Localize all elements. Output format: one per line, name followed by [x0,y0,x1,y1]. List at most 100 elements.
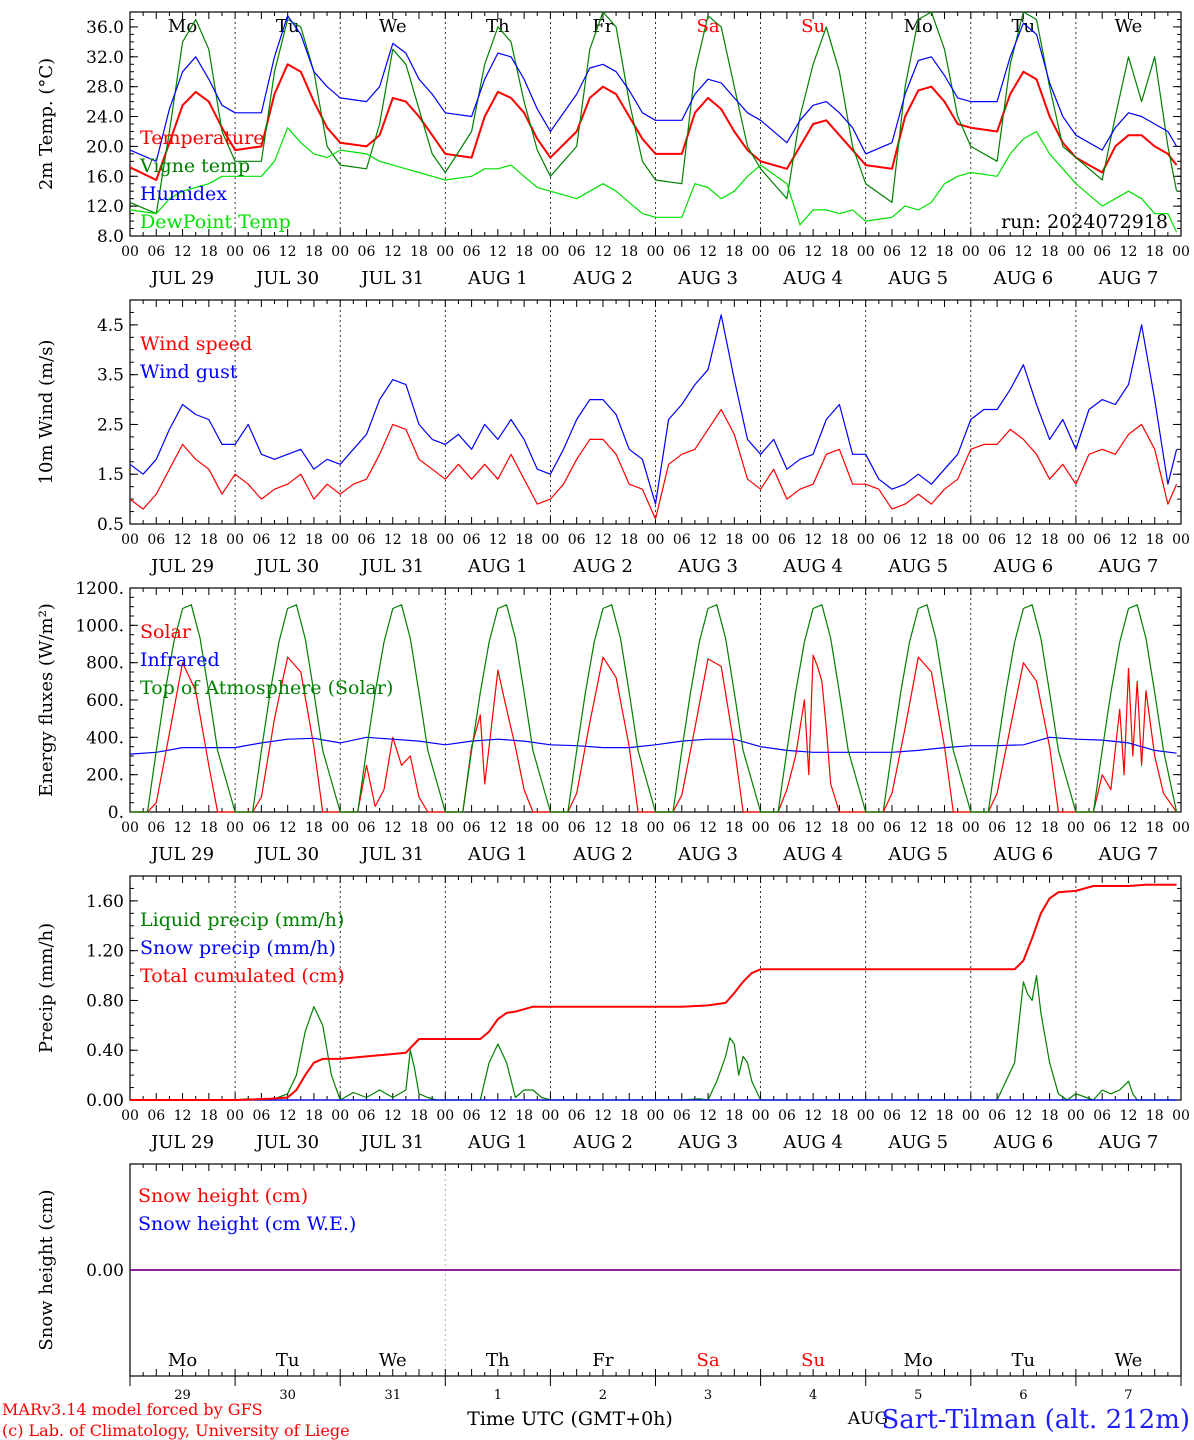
hour-tick-label: 00 [752,820,770,836]
day-name-label: Tu [1012,1350,1036,1371]
series-line [130,883,1177,1101]
series-line [129,63,1178,181]
y-tick-label: 1.20 [86,942,124,962]
hour-tick-label: 12 [384,244,402,260]
hour-tick-label: 00 [857,244,875,260]
chart-panel-1: 8.0 12.0 16.0 20.0 24.0 28.0 32.0 36.0 2m Temp. … [36,11,1190,289]
hour-tick-label: 00 [857,820,875,836]
hour-tick-label: 00 [226,532,244,548]
day-name-label: Th [486,1350,510,1371]
date-label: AUG 2 [572,844,633,865]
date-label: AUG 2 [572,268,633,289]
date-label: AUG 6 [992,556,1053,577]
hour-tick-label: 06 [147,820,165,836]
date-label: AUG 2 [572,1132,633,1153]
day-name-label: Tu [276,16,300,37]
hour-tick-label: 18 [515,1108,533,1124]
date-label: AUG 3 [677,844,738,865]
day-name-label: Su [801,1350,825,1371]
hour-tick-label: 18 [725,1108,743,1124]
date-label: AUG 5 [887,1132,948,1153]
hour-tick-label: 18 [1146,244,1164,260]
y-tick-label: 4.5 [97,316,124,336]
hour-tick-label: 12 [279,532,297,548]
hour-tick-label: 06 [252,820,270,836]
day-name-label: Mo [904,16,933,37]
series-line [129,127,1178,233]
day-name-label: We [379,1350,407,1371]
hour-tick-label: 12 [279,244,297,260]
hour-tick-label: 06 [1093,532,1111,548]
date-number-label: 29 [174,1388,191,1403]
hour-tick-label: 12 [909,820,927,836]
hour-tick-label: 12 [909,1108,927,1124]
hour-tick-label: 00 [962,820,980,836]
hour-tick-label: 18 [936,820,954,836]
series-line [129,11,1178,215]
date-label: AUG 4 [782,844,843,865]
legend-entry: Snow height (cm) [138,1185,308,1207]
legend-entry: Wind gust [140,361,238,383]
date-label: JUL 29 [149,556,214,577]
hour-tick-label: 00 [1067,820,1085,836]
hour-tick-label: 18 [200,1108,218,1124]
hour-tick-label: 18 [200,820,218,836]
hour-tick-label: 06 [568,820,586,836]
month-label: AUG [847,1409,888,1429]
date-number-label: 4 [809,1388,817,1403]
hour-tick-label: 00 [436,820,454,836]
date-label: AUG 6 [992,268,1053,289]
hour-tick-label: 06 [358,1108,376,1124]
hour-tick-label: 18 [1041,244,1059,260]
hour-tick-label: 06 [1093,1108,1111,1124]
hour-tick-label: 18 [936,244,954,260]
hour-tick-label: 18 [410,244,428,260]
hour-tick-label: 12 [384,820,402,836]
hour-tick-label: 18 [831,244,849,260]
y-tick-label: 1.60 [86,892,124,912]
y-tick-label: 8.0 [97,227,124,247]
hour-tick-label: 06 [673,244,691,260]
y-tick-label: 600. [86,691,124,711]
y-axis-title: Snow height (cm) [36,1189,57,1350]
date-number-label: 30 [279,1388,296,1403]
date-label: JUL 31 [359,844,424,865]
date-label: JUL 29 [149,1132,214,1153]
hour-tick-label: 12 [804,1108,822,1124]
run-label: run: 2024072918 [1001,211,1168,233]
hour-tick-label: 06 [147,244,165,260]
hour-tick-label: 12 [594,244,612,260]
hour-tick-label: 06 [358,532,376,548]
hour-tick-label: 06 [568,532,586,548]
y-tick-label: 0.5 [97,515,124,535]
hour-tick-label: 12 [174,532,192,548]
date-label: AUG 4 [782,556,843,577]
hour-tick-label: 00 [1172,820,1190,836]
y-tick-label: 0. [108,803,124,823]
date-label: AUG 2 [572,556,633,577]
hour-tick-label: 06 [778,820,796,836]
hour-tick-label: 00 [1172,1108,1190,1124]
date-number-label: 5 [914,1388,922,1403]
legend-entry: Snow precip (mm/h) [140,937,336,959]
date-label: AUG 3 [677,556,738,577]
date-label: JUL 30 [254,1132,319,1153]
hour-tick-label: 18 [1041,820,1059,836]
hour-tick-label: 00 [226,1108,244,1124]
hour-tick-label: 06 [358,244,376,260]
chart-panel-2: 0.5 1.5 2.5 3.5 4.5 10m Wind (m/s) 00 06 12 18 00 0… [36,299,1190,577]
date-label: AUG 4 [782,1132,843,1153]
chart-panel-3: 0. 200. 400. 600. 800. 1000. 1200. Energy fluxe… [36,579,1190,865]
series-line [129,314,1178,505]
hour-tick-label: 06 [252,532,270,548]
date-label: AUG 1 [467,556,528,577]
date-number-label: 1 [494,1388,502,1403]
legend-entry: Total cumulated (cm) [140,965,345,987]
hour-tick-label: 18 [515,532,533,548]
hour-tick-label: 06 [463,1108,481,1124]
hour-tick-label: 18 [410,820,428,836]
legend-entry: Top of Atmosphere (Solar) [140,677,393,699]
hour-tick-label: 00 [331,532,349,548]
series-line [129,408,1178,520]
